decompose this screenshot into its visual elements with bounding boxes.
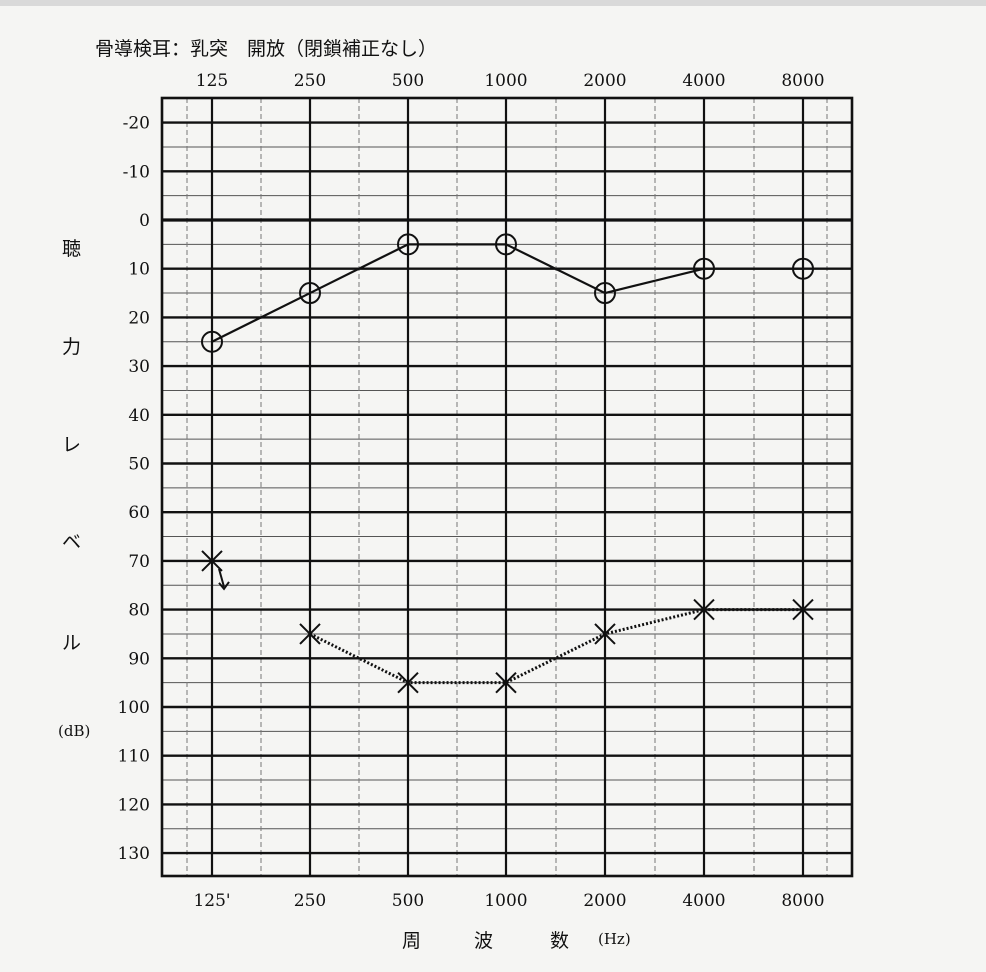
top-tick-label: 250 bbox=[294, 71, 326, 91]
y-tick-label: 40 bbox=[128, 406, 150, 426]
circle-marker bbox=[693, 257, 715, 280]
x-tick-label: 2000 bbox=[583, 891, 626, 911]
top-tick-label: 4000 bbox=[682, 71, 725, 91]
x-tick-label: 250 bbox=[294, 891, 326, 911]
x-tick-label: 4000 bbox=[682, 891, 725, 911]
ylabel-char: 力 bbox=[62, 336, 82, 358]
cross-marker bbox=[397, 671, 419, 694]
circle-marker bbox=[792, 257, 814, 280]
x-tick-label: 1000 bbox=[484, 891, 527, 911]
plot-frame bbox=[160, 96, 854, 878]
y-tick-label: 110 bbox=[118, 747, 150, 767]
top-tick-label: 125 bbox=[196, 71, 228, 91]
y-tick-label: 120 bbox=[118, 795, 150, 815]
cross-marker bbox=[693, 598, 715, 621]
top-tick-label: 8000 bbox=[781, 71, 824, 91]
ylabel-char: ベ bbox=[62, 531, 82, 553]
cross-marker bbox=[594, 623, 616, 645]
y-tick-label: -20 bbox=[123, 114, 150, 134]
footer-fragment bbox=[80, 962, 220, 972]
series-solid-line bbox=[211, 243, 803, 343]
top-tick-label: 2000 bbox=[583, 71, 626, 91]
cross-marker bbox=[495, 671, 517, 694]
y-tick-label: 50 bbox=[128, 455, 150, 475]
y-tick-label: 0 bbox=[139, 211, 150, 231]
ylabel-unit: (dB) bbox=[58, 722, 91, 740]
xlabel-char: 周 bbox=[402, 930, 422, 952]
y-tick-label: 80 bbox=[128, 601, 150, 621]
series-dotted-line bbox=[309, 608, 803, 685]
y-tick-label: 70 bbox=[128, 552, 150, 572]
circle-marker bbox=[495, 233, 517, 256]
y-tick-label: 30 bbox=[128, 357, 150, 377]
y-tick-label: 10 bbox=[128, 260, 150, 280]
y-tick-label: 100 bbox=[118, 698, 150, 718]
cross-marker bbox=[792, 598, 814, 621]
xlabel-char: 波 bbox=[474, 930, 494, 952]
ylabel-char: 聴 bbox=[62, 238, 82, 260]
circle-marker bbox=[397, 233, 419, 256]
y-tick-label: -10 bbox=[123, 162, 150, 182]
cross-marker bbox=[201, 550, 223, 572]
y-tick-label: 20 bbox=[128, 308, 150, 328]
top-border bbox=[0, 0, 986, 6]
no-response-arrow-head bbox=[218, 581, 230, 591]
cross-marker bbox=[299, 623, 321, 645]
no-response-arrow bbox=[218, 568, 225, 588]
ylabel-char: レ bbox=[62, 434, 82, 456]
x-tick-label: 8000 bbox=[781, 891, 824, 911]
circle-marker bbox=[594, 282, 616, 305]
top-tick-label: 1000 bbox=[484, 71, 527, 91]
y-tick-label: 60 bbox=[128, 503, 150, 523]
y-tick-label: 90 bbox=[128, 649, 150, 669]
xlabel-char: 数 bbox=[550, 930, 570, 952]
ylabel-char: ル bbox=[62, 632, 82, 654]
circle-marker bbox=[299, 282, 321, 305]
top-caption: 骨導検耳：乳突 開放（閉鎖補正なし） bbox=[95, 38, 438, 60]
top-tick-label: 500 bbox=[392, 71, 424, 91]
xlabel-unit: (Hz) bbox=[598, 930, 631, 948]
x-tick-label: 500 bbox=[392, 891, 424, 911]
x-tick-label: 125' bbox=[193, 891, 230, 911]
circle-marker bbox=[201, 330, 223, 353]
y-tick-label: 130 bbox=[118, 844, 150, 864]
